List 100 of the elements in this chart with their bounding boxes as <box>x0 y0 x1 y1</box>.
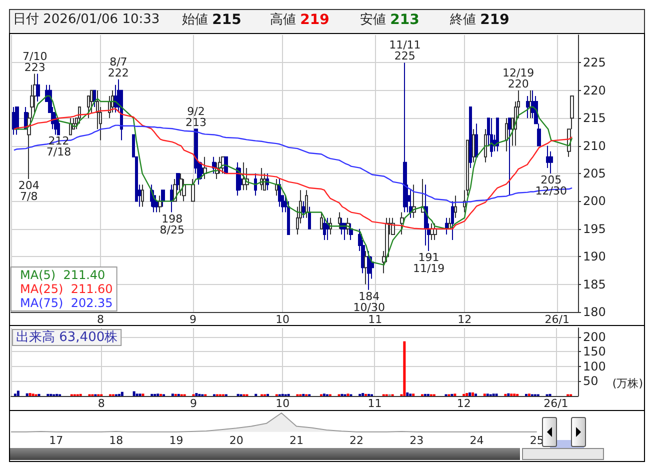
candlestick <box>323 217 326 240</box>
candlestick <box>505 118 508 152</box>
annotation: 7/10 223 <box>22 50 48 74</box>
x-tick-label: 19 <box>169 434 184 447</box>
bar <box>507 393 510 396</box>
x-tick-label: 12 <box>458 313 472 326</box>
annotation: 184 10/30 <box>353 290 385 314</box>
x-tick-label: 10 <box>276 313 290 326</box>
candlestick <box>305 190 308 218</box>
y-tick-label: 180 <box>583 305 606 319</box>
candlestick <box>412 184 416 218</box>
candlestick <box>526 95 529 119</box>
x-tick-label: 10 <box>276 397 290 410</box>
line-series <box>13 124 573 204</box>
annotation: 出来高 63,400株 <box>16 329 118 345</box>
annotation: 11/11 225 <box>389 38 421 63</box>
candlestick <box>15 106 19 136</box>
x-tick-label: 11 <box>368 313 382 326</box>
annotation: 12/19 220 <box>502 66 534 90</box>
y-tick-label: 190 <box>583 250 606 264</box>
y-tick-label: 185 <box>583 277 606 292</box>
candlestick <box>445 217 448 235</box>
text: MA(75) 202.35 <box>20 296 113 310</box>
x-tick-label: 8 <box>98 397 105 410</box>
candlestick <box>93 90 96 108</box>
candlestick <box>403 62 407 213</box>
candlestick <box>36 73 40 102</box>
candlestick <box>191 178 195 202</box>
bar <box>406 392 409 396</box>
candlestick <box>367 250 371 290</box>
candlestick <box>329 217 332 235</box>
y-tick-label: 195 <box>583 222 606 236</box>
bar <box>362 393 364 396</box>
candlestick <box>433 222 437 240</box>
x-tick-label: 9 <box>190 313 197 326</box>
text: 日付 2026/01/06 10:33 <box>13 12 160 27</box>
x-tick-label: 8 <box>97 313 104 326</box>
x-tick-label: 20 <box>229 434 244 447</box>
x-tick-label: 9 <box>190 397 197 410</box>
bar <box>403 341 406 396</box>
candlestick <box>326 217 329 240</box>
candlestick <box>141 184 144 208</box>
candlestick <box>302 200 305 218</box>
bar <box>466 393 468 396</box>
bar <box>26 393 28 396</box>
y-tick-label: 215 <box>583 111 606 126</box>
y-tick-label: 225 <box>583 56 606 70</box>
candlestick <box>472 128 475 163</box>
x-tick-label: 24 <box>470 434 484 447</box>
text: 安値 213 <box>360 12 420 28</box>
candlestick <box>391 217 395 235</box>
candlestick <box>508 118 511 196</box>
annotation: 8/7 222 <box>108 55 129 80</box>
y-tick-label: 200 <box>583 194 606 208</box>
text: MA(25) 211.60 <box>20 282 113 296</box>
bar <box>120 392 124 396</box>
y-axis-title: (万株) <box>612 377 644 390</box>
text: 終値 219 <box>449 12 510 28</box>
y-tick-label: 220 <box>583 83 606 98</box>
candlestick <box>400 212 404 235</box>
bar <box>16 390 20 396</box>
x-tick-label: 18 <box>109 434 124 447</box>
line-series <box>13 95 573 266</box>
candlestick <box>496 118 499 152</box>
bar <box>468 392 472 396</box>
x-tick-label: 22 <box>350 434 364 447</box>
annotation: 204 7/8 <box>18 179 40 204</box>
y-tick-label: 50 <box>583 374 598 388</box>
candlestick <box>484 128 487 163</box>
candlestick <box>254 173 257 196</box>
x-tick-label: 11 <box>368 397 382 410</box>
candlestick <box>69 118 72 136</box>
x-tick-label: 17 <box>49 434 64 447</box>
y-tick-label: 200 <box>583 330 606 344</box>
candlestick <box>176 173 180 191</box>
annotation: 9/2 213 <box>186 105 207 130</box>
bar <box>132 391 136 396</box>
candlestick <box>338 212 341 230</box>
bar <box>28 393 32 396</box>
candlestick <box>287 200 290 235</box>
candlestick <box>469 106 472 168</box>
y-tick-label: 150 <box>583 344 606 359</box>
candlestick <box>320 212 323 230</box>
y-tick-label: 210 <box>583 138 606 153</box>
y-tick-label: 100 <box>583 359 606 374</box>
candlestick <box>275 178 278 196</box>
candlestick <box>529 90 532 119</box>
candlestick <box>364 250 368 285</box>
candlestick <box>242 162 246 191</box>
candlestick <box>448 217 451 230</box>
x-tick-label: 23 <box>410 434 424 447</box>
annotation: 198 8/25 <box>160 212 184 236</box>
text: MA(5) 211.40 <box>20 268 106 282</box>
text: 始値 215 <box>182 12 242 28</box>
bar <box>195 393 198 396</box>
x-tick-label: 21 <box>289 434 304 447</box>
x-tick-label: 26/1 <box>544 313 570 326</box>
text: 高値 219 <box>270 12 330 28</box>
candlestick <box>490 118 493 158</box>
candlestick <box>349 222 353 240</box>
